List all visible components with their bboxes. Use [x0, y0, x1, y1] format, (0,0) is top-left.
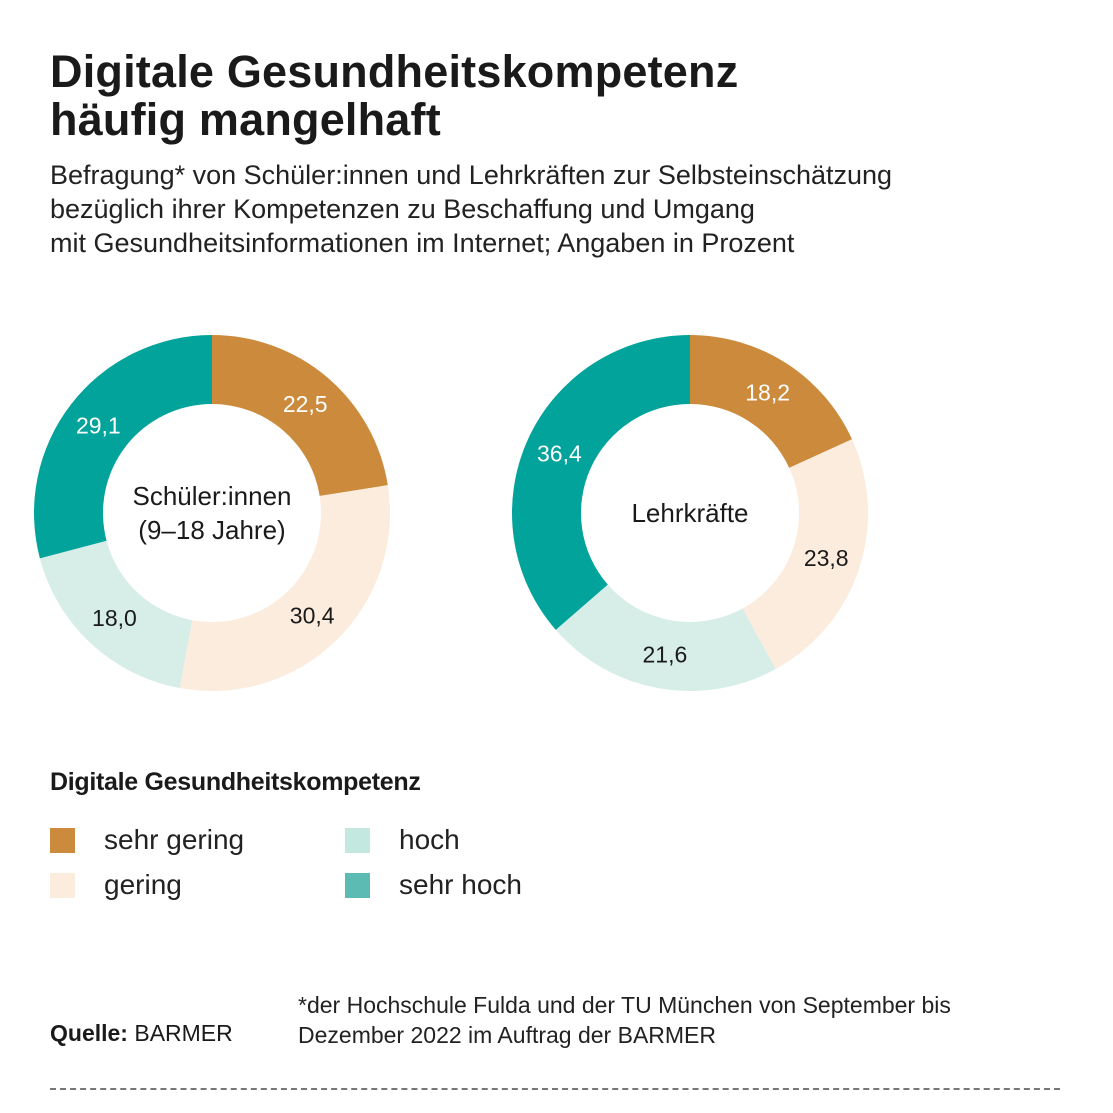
legend-label-hoch: hoch [399, 824, 460, 855]
footnote: *der Hochschule Fulda und der TU München… [298, 990, 951, 1050]
legend-item-sehr-gering: sehr gering [50, 824, 244, 856]
donut-2-slice-gering [742, 439, 869, 669]
source: Quelle: BARMER [50, 1020, 233, 1047]
donut-2-label-sehr-gering: 18,2 [745, 379, 790, 405]
legend-swatch-hoch [345, 827, 370, 853]
donut-1-label-hoch: 18,0 [92, 605, 137, 631]
title-line-2: häufig mangelhaft [50, 94, 441, 145]
donut-1-label-gering: 30,4 [290, 603, 335, 629]
subtitle-line-1: Befragung* von Schüler:innen und Lehrkrä… [50, 160, 893, 190]
donut-1-center-label: Schüler:innen [133, 481, 292, 511]
donut-1-center-label: (9–18 Jahre) [138, 515, 285, 545]
legend-swatch-sehr-hoch [345, 872, 370, 898]
donut-2-label-gering: 23,8 [804, 545, 849, 571]
donut-2-label-sehr-hoch: 36,4 [537, 441, 582, 467]
legend-label-sehr-hoch: sehr hoch [399, 869, 522, 900]
donut-2-slice-hoch [555, 584, 776, 692]
legend-swatch-sehr-gering [50, 827, 75, 853]
footnote-line-2: Dezember 2022 im Auftrag der BARMER [298, 1022, 717, 1048]
donut-2-center-label: Lehrkräfte [631, 498, 748, 528]
chart-subtitle: Befragung* von Schüler:innen und Lehrkrä… [50, 158, 892, 260]
source-value: BARMER [134, 1020, 233, 1046]
donut-2-label-hoch: 21,6 [643, 641, 688, 667]
donut-1-slice-sehr-hoch [33, 335, 212, 559]
legend-label-sehr-gering: sehr gering [104, 824, 245, 855]
subtitle-line-3: mit Gesundheitsinformationen im Internet… [50, 228, 795, 258]
donut-2-slice-sehr-hoch [511, 335, 690, 630]
title-line-1: Digitale Gesundheitskompetenz [50, 46, 739, 97]
subtitle-line-2: bezüglich ihrer Kompetenzen zu Beschaffu… [50, 194, 755, 224]
legend-item-hoch: hoch [345, 824, 460, 856]
legend-item-sehr-hoch: sehr hoch [345, 869, 522, 901]
donut-2-slice-sehr-gering [690, 335, 852, 468]
footnote-line-1: *der Hochschule Fulda und der TU München… [298, 992, 951, 1018]
donut-1-slice-sehr-gering [212, 335, 388, 496]
legend-title: Digitale Gesundheitskompetenz [50, 768, 421, 796]
donut-1-slice-gering [179, 485, 391, 691]
donut-1-label-sehr-gering: 22,5 [283, 391, 328, 417]
donut-charts: 22,5 30,4 18,0 29,1 Schüler:innen (9–18 Jahre… [33, 335, 869, 692]
legend-label-gering: gering [104, 869, 182, 900]
source-label: Quelle: [50, 1020, 128, 1046]
donut-1-label-sehr-hoch: 29,1 [76, 412, 121, 438]
legend-swatch-gering [50, 872, 75, 898]
bottom-divider [50, 1088, 1060, 1090]
chart-title: Digitale Gesundheitskompetenz häufig man… [50, 48, 738, 144]
legend-item-gering: gering [50, 869, 182, 901]
donut-1-slice-hoch [39, 540, 193, 689]
